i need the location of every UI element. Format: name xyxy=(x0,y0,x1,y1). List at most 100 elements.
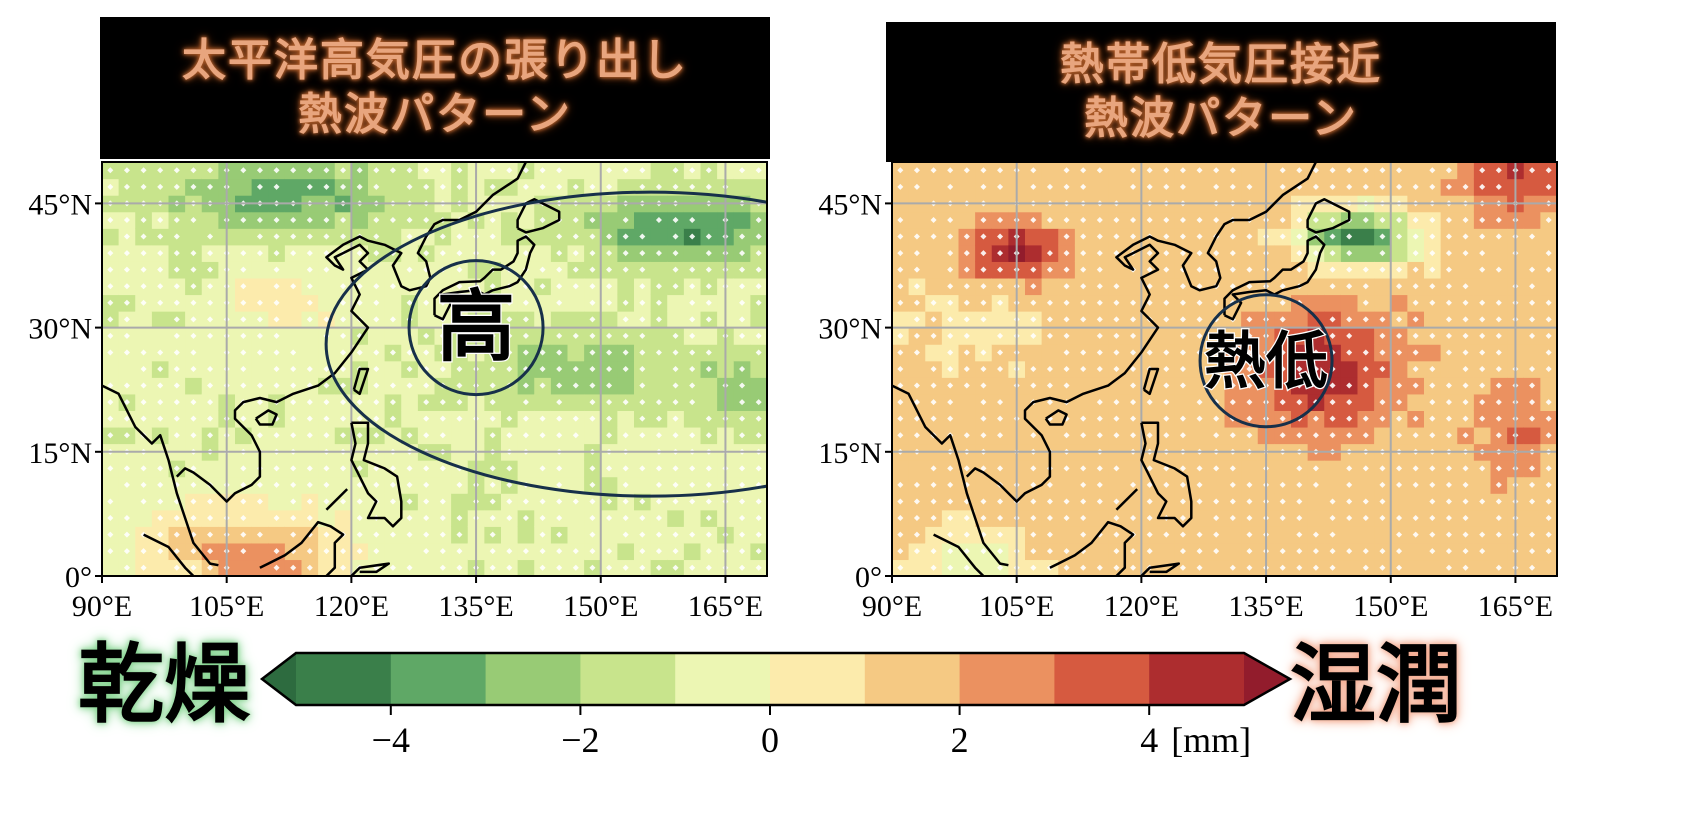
dot xyxy=(1063,233,1070,240)
field-cell xyxy=(1407,493,1425,511)
field-cell xyxy=(1357,476,1375,494)
field-cell xyxy=(1473,509,1492,527)
dot xyxy=(897,382,904,389)
dot xyxy=(1096,366,1103,372)
dot xyxy=(1412,415,1419,422)
dot xyxy=(1179,316,1186,323)
dot xyxy=(522,183,529,190)
dot xyxy=(1329,531,1336,538)
dot xyxy=(572,250,579,257)
dot xyxy=(1030,498,1037,505)
dot xyxy=(107,250,114,257)
dot xyxy=(1246,266,1253,273)
field-cell xyxy=(650,162,668,180)
dot xyxy=(140,233,147,240)
dot xyxy=(689,233,696,240)
dot xyxy=(897,399,904,406)
dot xyxy=(1179,283,1186,290)
dot xyxy=(290,432,297,439)
dot xyxy=(489,515,496,522)
field-cell xyxy=(1041,162,1059,180)
dot xyxy=(506,432,513,439)
dot xyxy=(290,481,297,488)
dot xyxy=(1279,183,1286,190)
dot xyxy=(1445,316,1452,323)
dot xyxy=(1179,233,1186,240)
dot xyxy=(107,399,114,406)
field-cell xyxy=(251,542,269,561)
field-cell xyxy=(1424,344,1442,362)
field-cell xyxy=(1540,377,1557,395)
field-cell xyxy=(251,509,269,527)
dot xyxy=(622,316,629,323)
dot xyxy=(506,349,513,356)
dot xyxy=(539,283,546,290)
dot xyxy=(356,349,363,356)
dot xyxy=(439,498,446,505)
dot xyxy=(1312,415,1319,422)
field-cell xyxy=(1274,460,1292,478)
dot xyxy=(1462,382,1469,389)
dot xyxy=(456,283,463,290)
dot xyxy=(1096,316,1103,323)
dot xyxy=(572,415,579,422)
dot xyxy=(439,299,446,306)
field-cell xyxy=(1340,559,1359,576)
field-cell xyxy=(351,211,369,229)
field-cell xyxy=(975,476,993,494)
dot xyxy=(930,233,937,240)
field-cell xyxy=(1307,509,1325,527)
dot xyxy=(1196,266,1203,273)
colorbar-bin xyxy=(959,653,1055,705)
dot xyxy=(123,548,130,555)
dot xyxy=(1080,366,1087,372)
dot xyxy=(356,465,363,472)
field-cell xyxy=(1440,360,1458,378)
colorbar-bin xyxy=(675,653,771,705)
dot xyxy=(930,548,937,555)
dot xyxy=(1130,515,1137,522)
dot xyxy=(963,250,970,257)
field-cell xyxy=(417,311,436,329)
dot xyxy=(140,216,147,223)
dot xyxy=(1096,432,1103,439)
dot xyxy=(1329,515,1336,522)
field-cell xyxy=(1207,476,1226,494)
dot xyxy=(1445,283,1452,290)
dot xyxy=(240,283,247,290)
dot xyxy=(997,266,1004,273)
dot xyxy=(539,415,546,422)
dot xyxy=(1445,415,1452,422)
dot xyxy=(423,349,430,356)
dot xyxy=(1096,564,1103,571)
dot xyxy=(1279,548,1286,555)
dot xyxy=(1063,498,1070,505)
dot xyxy=(1229,183,1236,190)
dot xyxy=(1030,216,1037,223)
dot xyxy=(755,498,762,505)
dot xyxy=(323,366,330,372)
dot xyxy=(157,399,164,406)
dot xyxy=(123,332,130,339)
dot xyxy=(1046,216,1053,223)
dot xyxy=(157,167,164,174)
dot xyxy=(655,432,662,439)
field-cell xyxy=(1074,377,1093,395)
dot xyxy=(123,465,130,472)
dot xyxy=(606,515,613,522)
dot xyxy=(1213,332,1220,339)
dot xyxy=(506,167,513,174)
dot xyxy=(323,531,330,538)
dot xyxy=(1080,266,1087,273)
dot xyxy=(1146,349,1153,356)
dot xyxy=(373,233,380,240)
dot xyxy=(373,564,380,571)
dot xyxy=(1146,481,1153,488)
dot xyxy=(1213,167,1220,174)
dot xyxy=(622,250,629,257)
field-cell xyxy=(1025,344,1043,362)
dot xyxy=(323,415,330,422)
field-cell xyxy=(1540,228,1557,246)
right-title-line-2: 熱波パターン xyxy=(1084,93,1358,144)
dot xyxy=(1296,399,1303,406)
